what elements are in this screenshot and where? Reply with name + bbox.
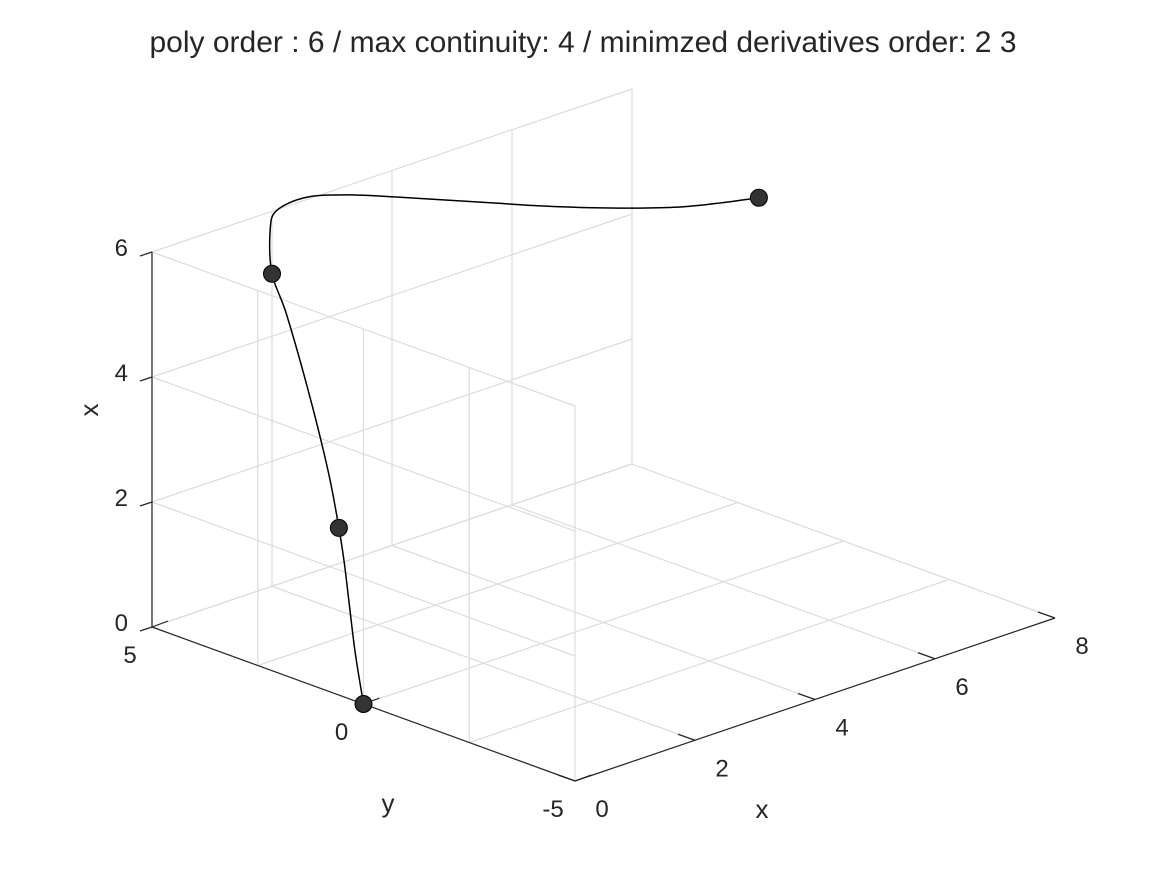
grid-line xyxy=(151,501,576,657)
z-tick-label: 6 xyxy=(115,235,128,262)
x-axis-label: x xyxy=(756,794,769,824)
trajectory-curve xyxy=(268,194,760,705)
x-tick-mark xyxy=(677,733,696,741)
axes xyxy=(139,251,1056,782)
y-tick-label: 0 xyxy=(335,719,348,746)
x-tick-mark xyxy=(797,692,816,701)
y-tick-mark xyxy=(151,620,169,628)
waypoints xyxy=(263,188,768,713)
z-axis-label: x xyxy=(74,404,104,417)
grid xyxy=(151,88,1056,782)
x-tick-label: 6 xyxy=(955,674,968,701)
trajectory-line xyxy=(268,194,760,705)
z-tick-mark xyxy=(139,501,153,507)
z-tick-label: 2 xyxy=(115,485,128,512)
x-tick-label: 4 xyxy=(835,715,848,742)
grid-line xyxy=(151,376,576,532)
chart-title: poly order : 6 / max continuity: 4 / min… xyxy=(149,26,1016,59)
y-tick-label: 5 xyxy=(123,642,136,669)
y-tick-mark xyxy=(574,774,592,782)
grid-line xyxy=(151,88,633,253)
z-tick-label: 4 xyxy=(115,360,128,387)
grid-line xyxy=(151,251,576,407)
z-tick-mark xyxy=(139,376,153,382)
z-tick-mark xyxy=(139,626,153,632)
x-tick-label: 2 xyxy=(715,755,728,782)
z-tick-label: 0 xyxy=(115,610,128,637)
waypoint-marker xyxy=(329,518,348,537)
x-tick-label: 0 xyxy=(595,796,608,823)
waypoint-marker xyxy=(749,188,768,207)
x-tick-mark xyxy=(1037,611,1056,619)
grid-line xyxy=(151,213,633,378)
y-axis-label: y xyxy=(382,788,395,818)
waypoint-marker xyxy=(263,264,281,283)
x-tick-mark xyxy=(917,652,936,660)
x-tick-label: 8 xyxy=(1075,633,1088,660)
tick-labels: 0 2 4 6 8 -5 0 5 0 2 4 6 xyxy=(115,235,1089,823)
waypoint-marker xyxy=(354,695,373,713)
grid-line xyxy=(151,463,633,628)
grid-line xyxy=(257,501,738,667)
x-tick-mark xyxy=(557,774,576,782)
grid-line xyxy=(151,338,633,503)
z-tick-mark xyxy=(139,251,153,257)
grid-line xyxy=(363,540,844,705)
grid-line xyxy=(469,578,950,744)
y-tick-label: -5 xyxy=(542,796,563,823)
